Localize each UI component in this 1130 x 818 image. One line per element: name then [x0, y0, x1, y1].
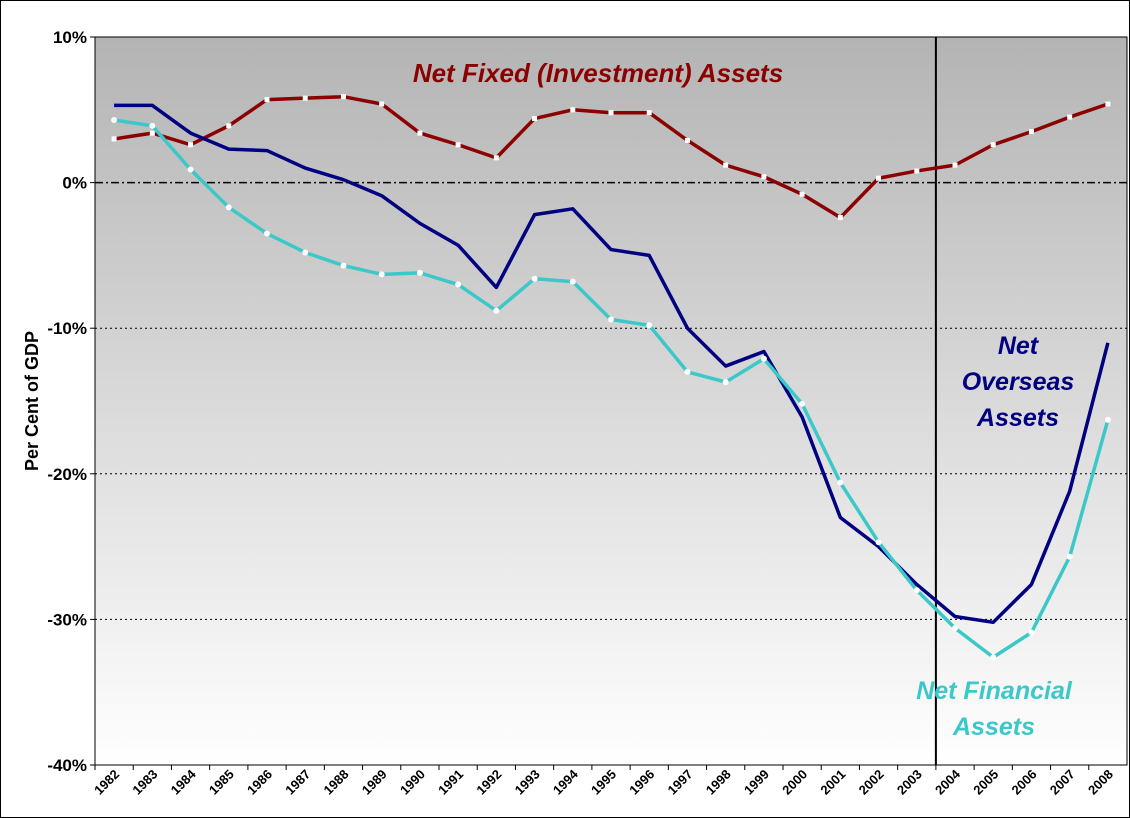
data-point	[149, 122, 156, 129]
data-point	[760, 355, 767, 362]
data-point	[684, 368, 691, 375]
x-tick-label: 1986	[244, 767, 275, 798]
data-point	[378, 271, 385, 278]
data-point	[379, 101, 385, 107]
x-tick-label: 1996	[626, 767, 657, 798]
y-tick-label: -10%	[47, 319, 87, 338]
data-point	[1066, 553, 1073, 560]
series-label-line: Overseas	[962, 368, 1075, 396]
data-point	[761, 174, 767, 180]
data-point	[264, 230, 270, 237]
x-tick-label: 1999	[741, 767, 772, 798]
series-label-line: Net Financial	[916, 677, 1073, 705]
data-point	[1028, 129, 1034, 135]
data-point	[570, 107, 576, 113]
data-point	[876, 175, 882, 181]
x-tick-label: 2008	[1085, 767, 1116, 798]
x-tick-label: 1985	[206, 767, 237, 798]
series-label-line: Net	[998, 332, 1040, 360]
data-point	[111, 136, 117, 142]
data-point	[493, 155, 499, 161]
x-tick-label: 1991	[435, 767, 466, 798]
x-tick-label: 1992	[473, 767, 504, 798]
y-tick-label: -40%	[47, 756, 87, 775]
data-point	[837, 215, 843, 221]
series-label-line: Assets	[976, 404, 1059, 432]
x-tick-label: 1984	[168, 766, 200, 798]
y-tick-label: 0%	[62, 174, 87, 193]
data-point	[302, 95, 308, 101]
data-point	[1028, 629, 1035, 636]
data-point	[417, 130, 423, 136]
data-point	[722, 379, 729, 386]
data-point	[952, 625, 958, 632]
data-point	[646, 110, 652, 116]
data-point	[416, 269, 423, 276]
data-point	[914, 168, 920, 174]
data-point	[646, 322, 653, 329]
series-label: Net Fixed (Investment) Assets	[413, 58, 783, 88]
x-tick-label: 2003	[894, 767, 925, 798]
x-tick-label: 1982	[91, 767, 122, 798]
data-point	[225, 204, 232, 211]
data-point	[455, 142, 461, 148]
data-point	[302, 249, 309, 256]
data-point	[837, 479, 844, 486]
x-tick-label: 2004	[932, 766, 964, 798]
plot-area	[94, 36, 1128, 766]
data-point	[493, 307, 500, 314]
data-point	[149, 130, 155, 136]
data-point	[1105, 101, 1111, 107]
series-label: Net Financial Assets	[916, 677, 1073, 741]
data-point	[684, 137, 690, 143]
x-tick-label: 1993	[512, 767, 543, 798]
data-point	[723, 162, 729, 168]
data-point	[990, 654, 997, 661]
data-point	[990, 142, 996, 148]
x-tick-label: 1995	[588, 767, 619, 798]
data-point	[952, 162, 958, 168]
x-tick-label: 1998	[703, 767, 734, 798]
data-point	[340, 262, 347, 269]
series-line	[114, 103, 1110, 625]
x-tick-label: 2001	[817, 767, 848, 798]
x-tick-label: 2002	[856, 767, 887, 798]
x-tick-label: 1988	[321, 767, 352, 798]
x-tick-label: 1989	[359, 767, 390, 798]
series-label: Net Overseas Assets	[962, 332, 1075, 432]
x-tick-label: 1990	[397, 767, 428, 798]
data-point	[875, 539, 882, 546]
data-point	[455, 281, 462, 288]
x-tick-label: 2000	[779, 767, 810, 798]
y-axis-title: Per Cent of GDP	[22, 331, 42, 471]
data-point	[569, 278, 576, 285]
y-tick-label: -30%	[47, 610, 87, 629]
data-point	[340, 94, 346, 100]
data-point	[1104, 416, 1111, 423]
x-tick-label: 1983	[129, 767, 160, 798]
x-tick-label: 2007	[1047, 767, 1078, 798]
x-tick-label: 2006	[1009, 767, 1040, 798]
data-point	[532, 116, 538, 122]
series-label-line: Assets	[952, 713, 1035, 741]
y-tick-label: -20%	[47, 465, 87, 484]
data-point	[264, 97, 270, 103]
data-point	[799, 191, 805, 197]
data-point	[608, 110, 614, 116]
data-point	[187, 166, 194, 173]
data-point	[913, 587, 920, 594]
data-point	[188, 142, 194, 148]
data-point	[111, 116, 118, 123]
x-tick-label: 1997	[665, 767, 696, 798]
y-tick-label: 10%	[53, 28, 87, 47]
x-tick-label: 1987	[282, 767, 313, 798]
data-point	[531, 275, 538, 282]
data-point	[226, 123, 232, 129]
x-tick-label: 1994	[550, 766, 582, 798]
data-point	[608, 316, 614, 323]
x-tick-label: 2005	[970, 767, 1001, 798]
data-point	[1067, 114, 1073, 120]
data-point	[799, 400, 806, 407]
